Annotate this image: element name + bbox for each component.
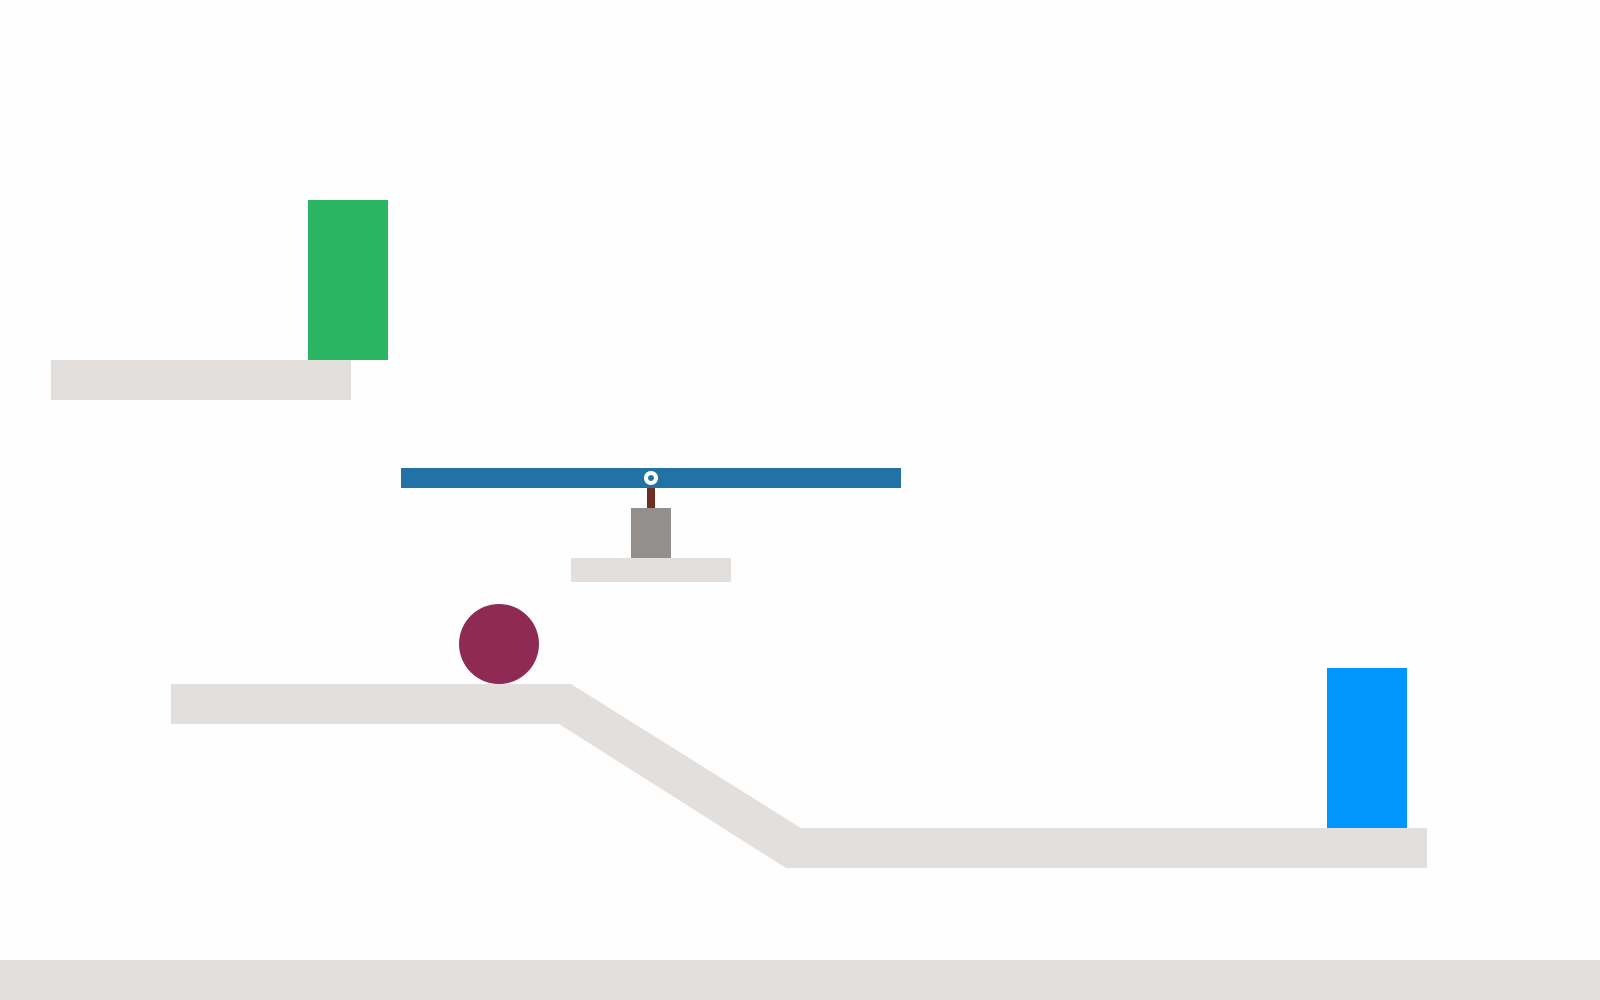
ramp-track [171,684,1427,868]
seesaw-shelf [571,558,731,582]
ground-floor [0,960,1600,1000]
seesaw-post [647,478,655,508]
seesaw-base-block [631,508,671,558]
upper-left-ledge [51,360,351,400]
green-goal-block[interactable] [308,200,388,360]
blue-block[interactable] [1327,668,1407,828]
red-ball[interactable] [459,604,539,684]
seesaw-pivot-icon [644,471,658,485]
